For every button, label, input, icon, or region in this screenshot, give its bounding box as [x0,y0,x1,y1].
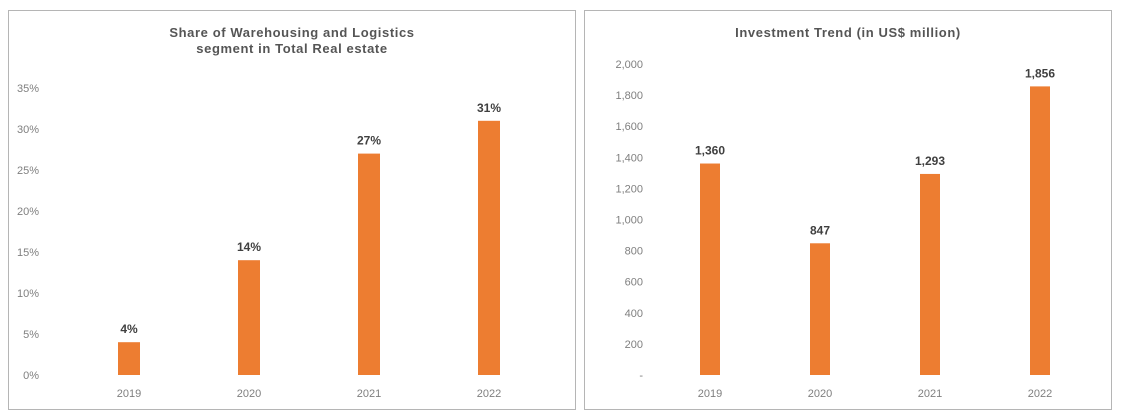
share-y-tick-label: 0% [23,370,39,382]
investment-y-tick-label: - [639,370,643,382]
investment-chart-panel: Investment Trend (in US$ million) - 200 40… [584,10,1112,410]
investment-data-label-2022: 1,856 [1025,66,1055,80]
share-bar-2022 [478,120,500,375]
investment-data-label-2021: 1,293 [915,154,945,168]
share-y-tick-label: 25% [17,165,39,177]
investment-bar-2020 [810,243,830,375]
investment-y-tick-label: 1,400 [615,152,643,164]
share-bar-2021 [358,153,380,375]
share-data-label-2020: 14% [237,240,261,254]
investment-data-label-2019: 1,360 [695,144,725,158]
investment-y-tick-label: 400 [625,308,643,320]
investment-chart-title: Investment Trend (in US$ million) [585,25,1111,41]
investment-x-tick-label-2021: 2021 [918,388,942,400]
share-x-tick-label-2021: 2021 [357,388,381,400]
share-chart-title: Share of Warehousing and Logistics segme… [9,25,575,57]
share-y-tick-label: 30% [17,124,39,136]
share-x-tick-label-2022: 2022 [477,388,501,400]
investment-bar-2022 [1030,86,1050,375]
investment-y-tick-label: 1,000 [615,215,643,227]
investment-data-label-2020: 847 [810,223,830,237]
investment-x-tick-label-2019: 2019 [698,388,722,400]
share-y-tick-label: 15% [17,247,39,259]
share-chart-title-line-1: Share of Warehousing and Logistics [169,25,415,40]
investment-y-tick-label: 1,600 [615,121,643,133]
investment-y-tick-label: 600 [625,277,643,289]
share-y-tick-label: 20% [17,206,39,218]
investment-y-tick-label: 1,200 [615,183,643,195]
investment-x-tick-label-2020: 2020 [808,388,832,400]
share-x-tick-label-2020: 2020 [237,388,261,400]
share-data-label-2021: 27% [357,134,381,148]
investment-y-tick-label: 1,800 [615,90,643,102]
share-data-label-2022: 31% [477,101,501,115]
share-x-tick-label-2019: 2019 [117,388,141,400]
investment-y-tick-label: 200 [625,339,643,351]
investment-bar-chart: - 200 400 600 800 1,000 1,200 1,400 1,600 1,800 2,… [615,59,1055,400]
investment-bar-2021 [920,173,940,375]
share-chart-panel: Share of Warehousing and Logistics segme… [8,10,576,410]
share-bar-2020 [238,260,260,375]
investment-y-tick-label: 800 [625,246,643,258]
share-chart-title-line-2: segment in Total Real estate [196,41,388,56]
share-y-tick-label: 10% [17,288,39,300]
investment-bar-2019 [700,163,720,375]
share-y-tick-label: 35% [17,83,39,95]
share-data-label-2019: 4% [120,322,138,336]
investment-y-tick-label: 2,000 [615,59,643,71]
share-bar-chart: 0% 5% 10% 15% 20% 25% 30% 35% 4% 2019 14% 2020 27% 20… [17,83,501,400]
share-y-tick-label: 5% [23,329,39,341]
investment-chart-title-line-1: Investment Trend (in US$ million) [735,25,961,40]
investment-x-tick-label-2022: 2022 [1028,388,1052,400]
share-bar-2019 [118,342,140,375]
